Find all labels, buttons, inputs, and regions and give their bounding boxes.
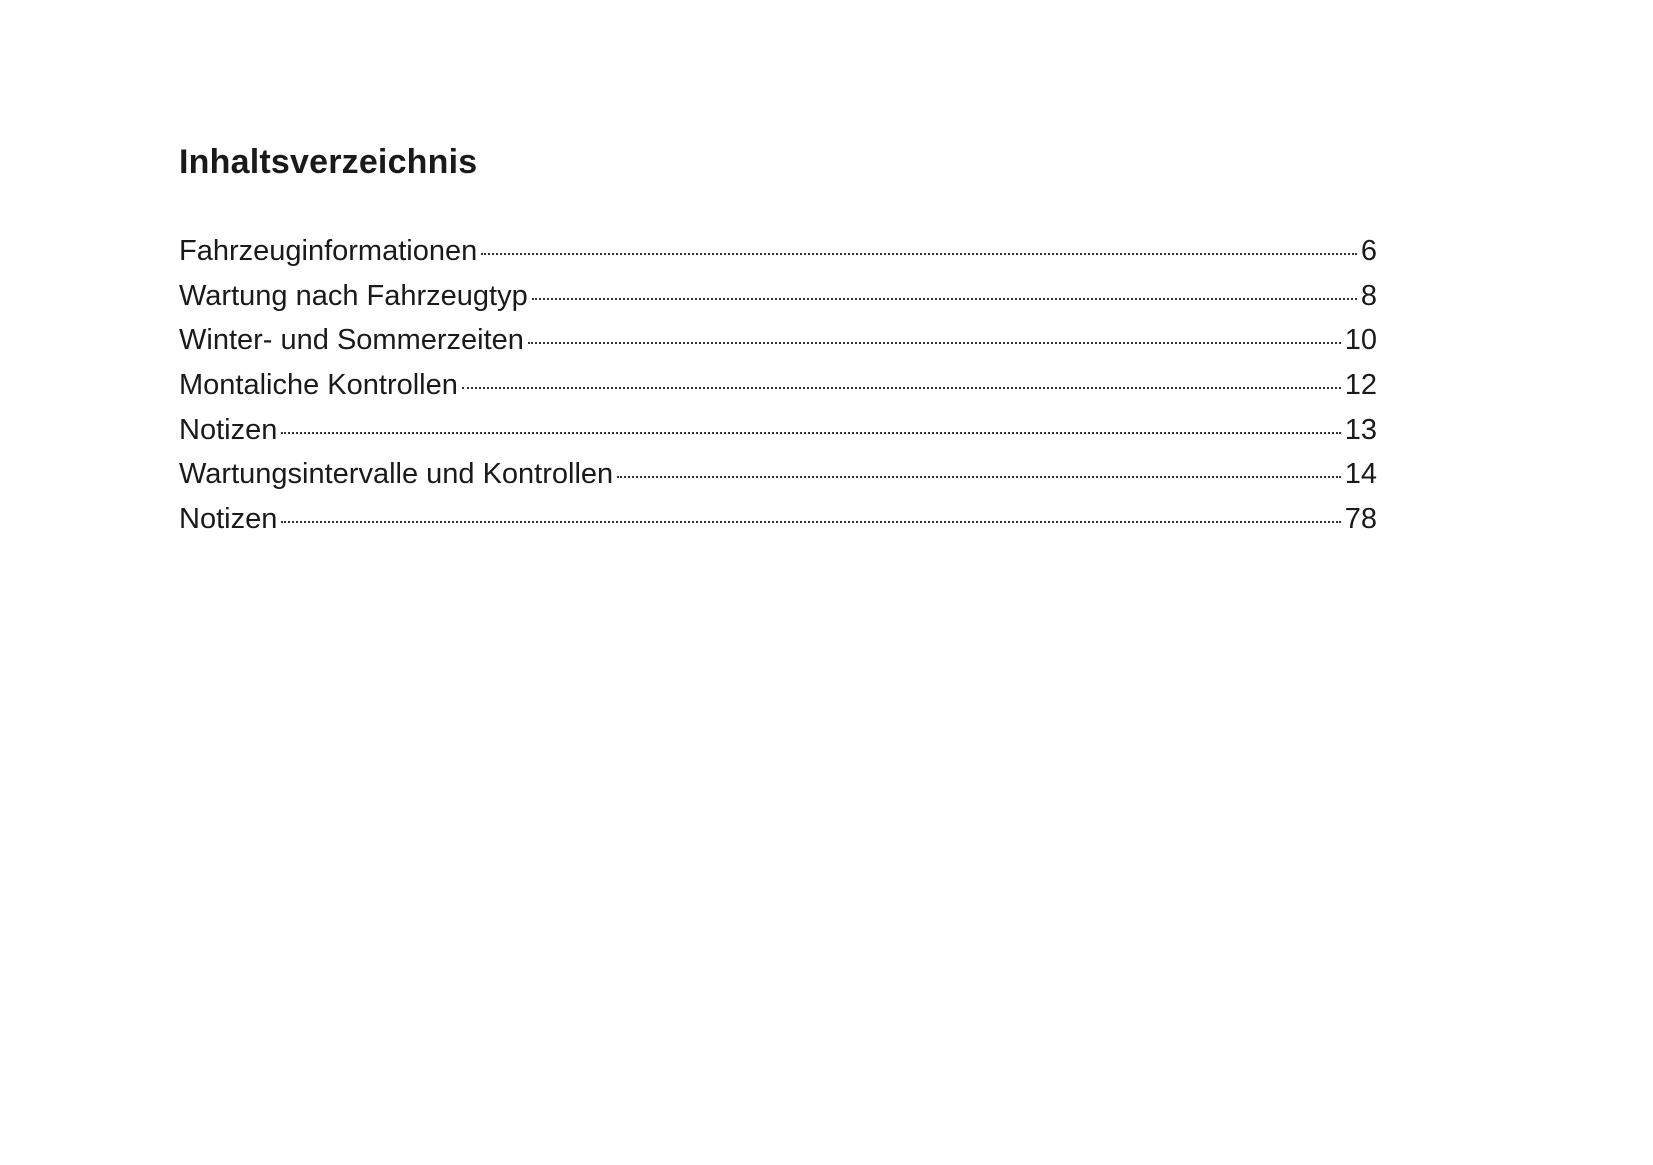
toc-entry[interactable]: Wartungsintervalle und Kontrollen 14 <box>179 454 1377 499</box>
toc-entry-label: Wartung nach Fahrzeugtyp <box>179 279 528 312</box>
toc-entry-page: 12 <box>1344 369 1377 402</box>
table-of-contents: Fahrzeuginformationen 6 Wartung nach Fahr… <box>179 231 1377 544</box>
dot-leader <box>531 297 1357 300</box>
dot-leader <box>617 476 1341 479</box>
toc-entry-page: 78 <box>1344 503 1377 536</box>
toc-entry-page: 14 <box>1344 458 1377 491</box>
toc-entry-label: Notizen <box>179 503 278 536</box>
dot-leader <box>461 387 1341 390</box>
toc-entry[interactable]: Winter- und Sommerzeiten 10 <box>179 320 1377 365</box>
toc-entry-page: 10 <box>1344 324 1377 357</box>
toc-entry-page: 6 <box>1360 235 1377 267</box>
toc-entry[interactable]: Montaliche Kontrollen 12 <box>179 365 1377 410</box>
page-title: Inhaltsverzeichnis <box>179 143 478 181</box>
dot-leader <box>281 431 1341 434</box>
dot-leader <box>281 521 1341 524</box>
toc-entry[interactable]: Notizen 78 <box>179 499 1377 544</box>
toc-entry-page: 8 <box>1360 279 1377 312</box>
toc-entry-label: Wartungsintervalle und Kontrollen <box>179 458 614 491</box>
toc-entry[interactable]: Fahrzeuginformationen 6 <box>179 231 1377 276</box>
toc-entry[interactable]: Wartung nach Fahrzeugtyp 8 <box>179 276 1377 321</box>
toc-entry-page: 13 <box>1344 413 1377 446</box>
toc-entry-label: Fahrzeuginformationen <box>179 235 478 267</box>
toc-entry[interactable]: Notizen 13 <box>179 410 1377 455</box>
dot-leader <box>527 342 1341 345</box>
dot-leader <box>481 253 1357 255</box>
toc-entry-label: Montaliche Kontrollen <box>179 369 458 402</box>
toc-entry-label: Notizen <box>179 413 278 446</box>
toc-entry-label: Winter- und Sommerzeiten <box>179 324 524 357</box>
